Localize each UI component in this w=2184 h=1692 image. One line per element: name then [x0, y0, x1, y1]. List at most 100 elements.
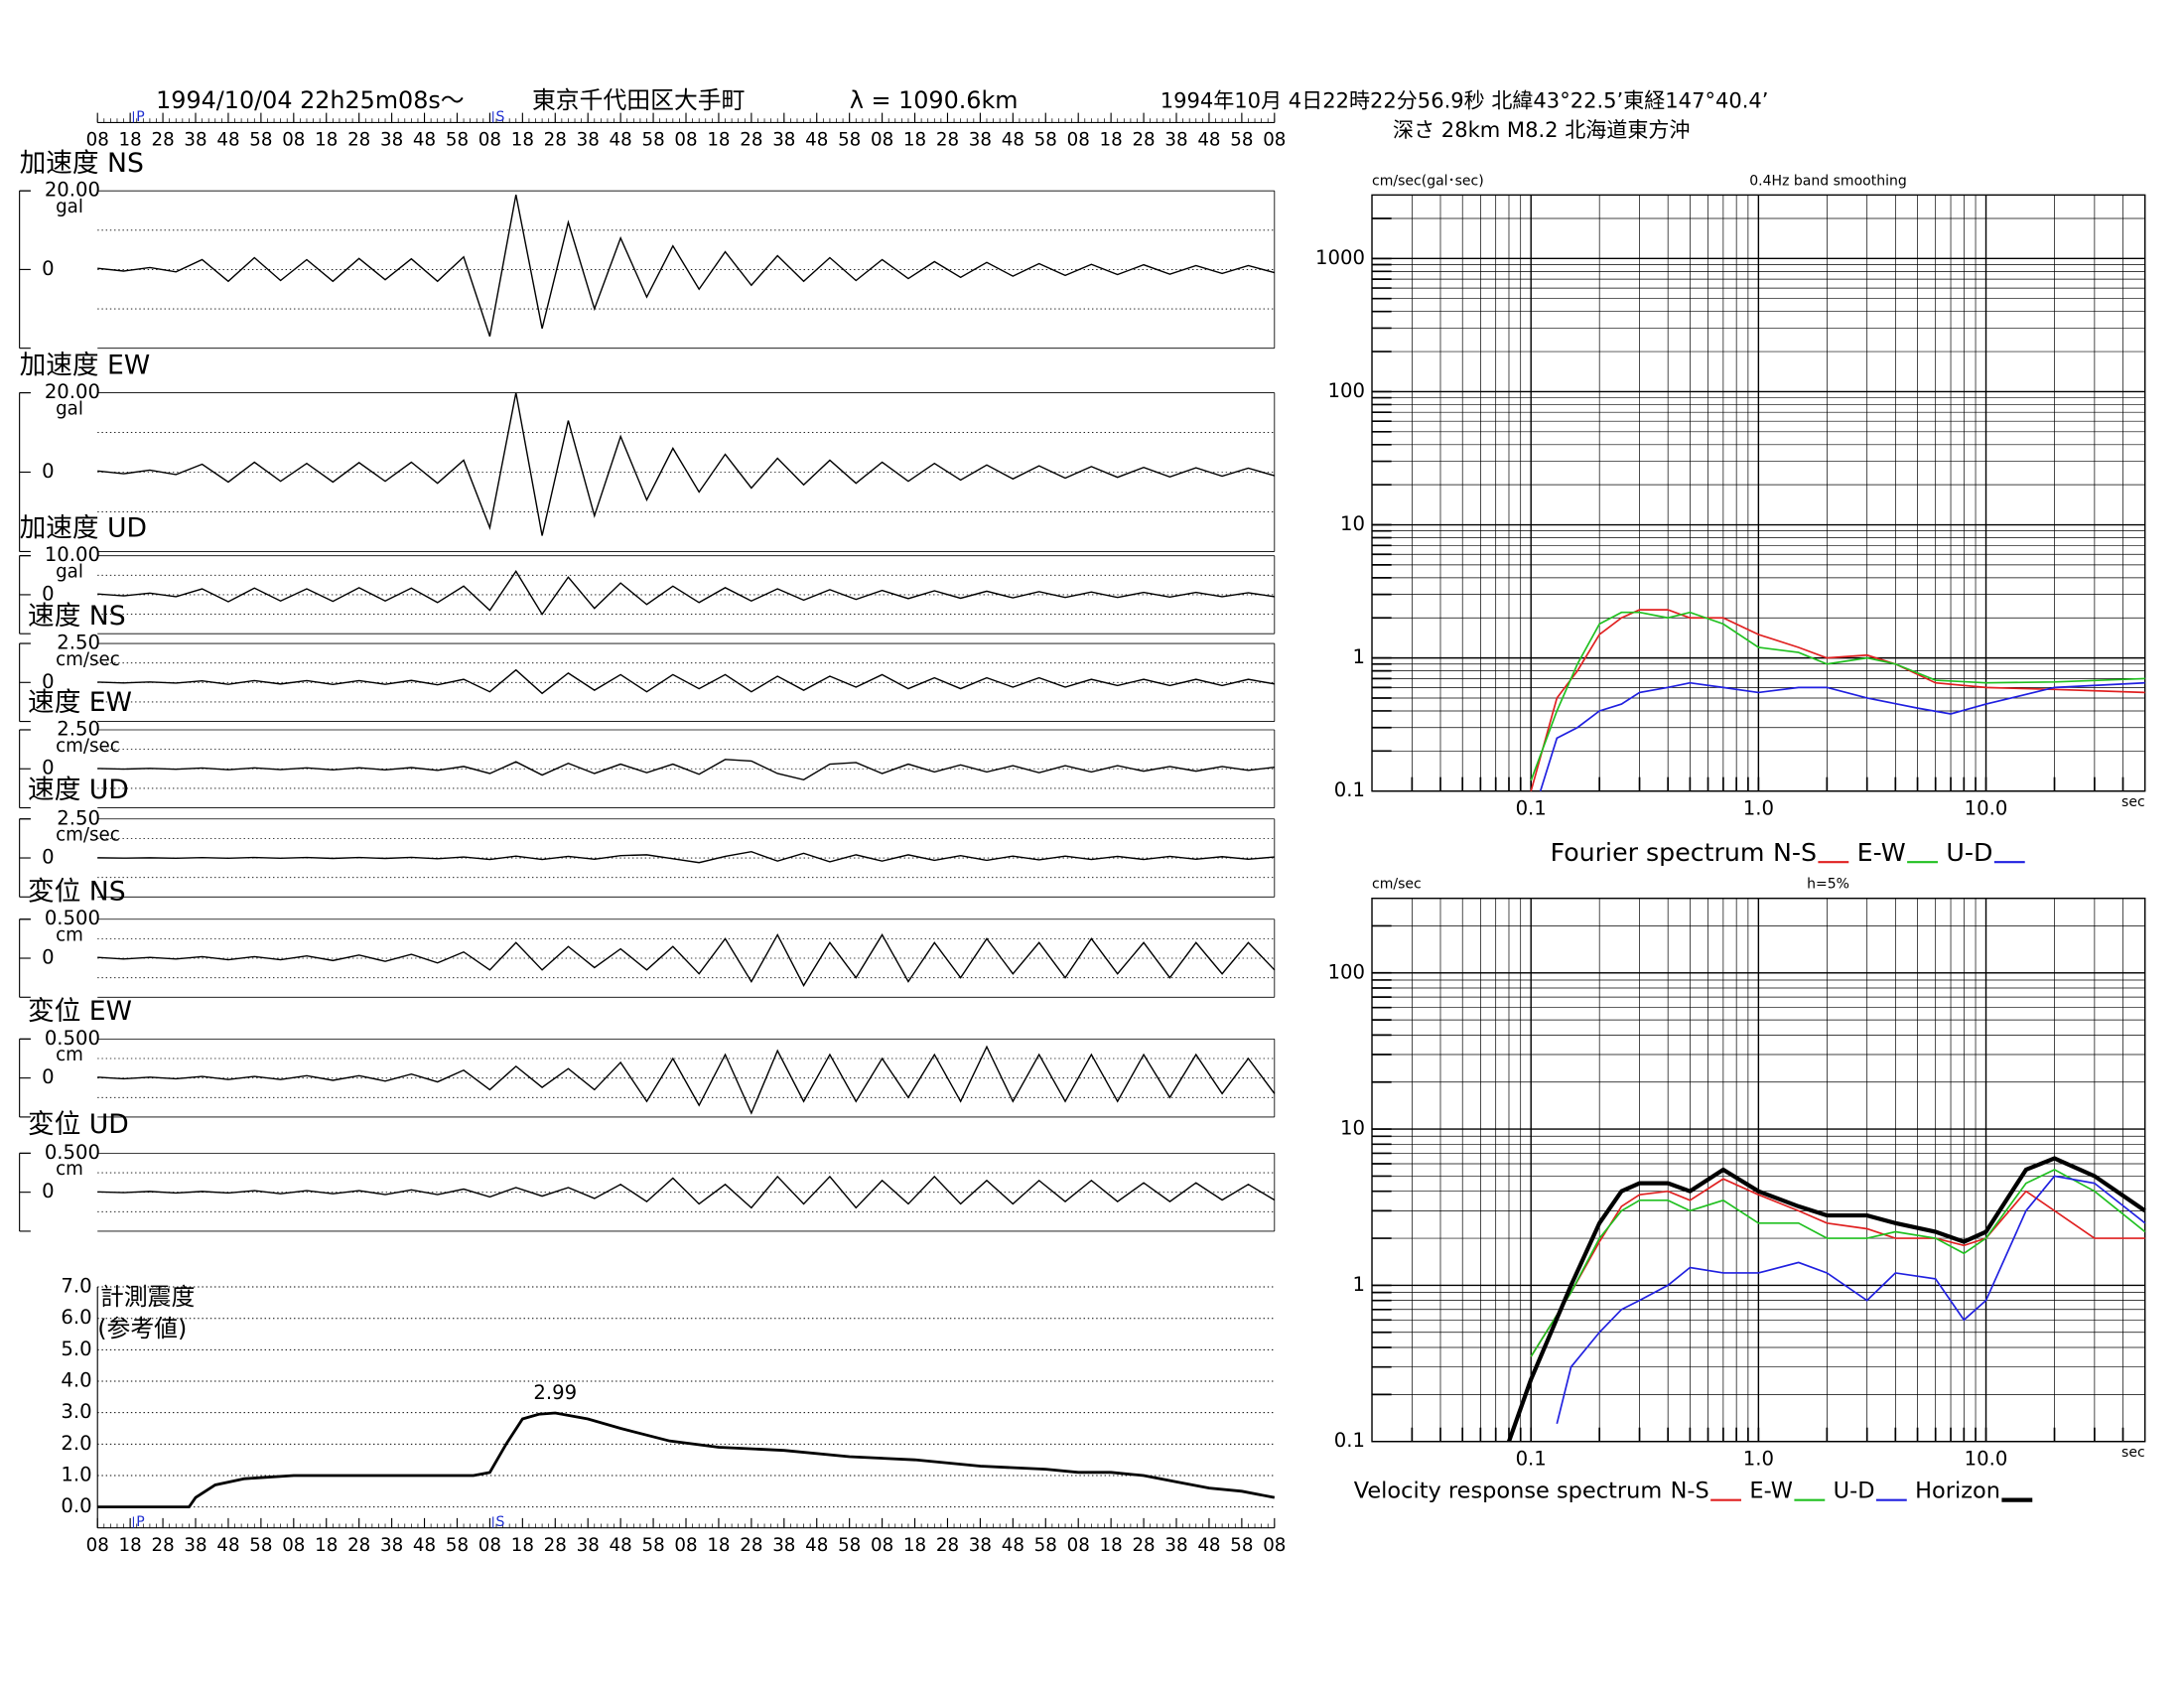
y-tick-label: 100: [1328, 379, 1365, 402]
time-tick-label: 28: [936, 130, 959, 151]
time-tick-label: 58: [838, 130, 861, 151]
time-tick-label: 38: [772, 130, 795, 151]
y-tick-label: 100: [1328, 960, 1365, 983]
panel-title: 変位 NS: [28, 877, 126, 908]
time-tick-label: 48: [216, 130, 239, 151]
y-tick-label: 6.0: [61, 1306, 91, 1329]
spectrum-line: [1530, 1168, 2146, 1357]
panel-title: 加速度 EW: [20, 350, 151, 380]
y-tick-label: 20.00: [45, 380, 100, 403]
time-tick-label: 08: [871, 130, 893, 151]
waveform-trace: [97, 668, 1275, 695]
time-tick-label: 28: [347, 1535, 370, 1556]
time-tick-label: 48: [1002, 1535, 1024, 1556]
unit-label: cm/sec: [56, 736, 120, 757]
time-tick-label: 28: [936, 1535, 959, 1556]
legend-label: N-S: [1773, 838, 1817, 867]
x-tick-label: 0.1: [1516, 796, 1547, 819]
spectrum-line: [1530, 609, 2145, 791]
time-tick-label: 08: [1067, 1535, 1090, 1556]
time-tick-label: 08: [478, 1535, 501, 1556]
time-tick-label: 38: [969, 130, 992, 151]
y-tick-label: 0: [42, 1180, 55, 1202]
y-tick-label: 20.00: [45, 179, 100, 202]
x-tick-label: 1.0: [1743, 1447, 1774, 1470]
time-tick-label: 28: [740, 130, 762, 151]
unit-label: cm: [56, 1045, 83, 1065]
legend-label: U-D: [1946, 838, 1992, 867]
time-tick-label: 48: [610, 1535, 632, 1556]
time-tick-label: 58: [249, 130, 272, 151]
time-tick-label: 18: [707, 1535, 730, 1556]
panel-subtitle: (参考値): [97, 1315, 187, 1342]
y-tick-label: 0.500: [45, 1141, 100, 1164]
time-tick-label: 28: [347, 130, 370, 151]
time-tick-label: 58: [446, 1535, 469, 1556]
time-tick-label: 48: [1002, 130, 1024, 151]
time-tick-label: 58: [1230, 1535, 1253, 1556]
time-tick-label: 08: [1263, 1535, 1286, 1556]
time-tick-label: 18: [315, 130, 338, 151]
panel-title: 変位 EW: [28, 996, 132, 1027]
spectrum-line: [1530, 1178, 2145, 1357]
y-tick-label: 4.0: [61, 1369, 91, 1392]
panel-title: 速度 NS: [28, 601, 126, 632]
panel-title: h=5%: [1807, 877, 1849, 893]
time-tick-label: 08: [282, 130, 305, 151]
legend-label: E-W: [1857, 838, 1906, 867]
time-tick-label: 18: [1100, 130, 1123, 151]
station: 東京千代田区大手町: [532, 86, 745, 114]
y-tick-label: 0: [42, 582, 55, 605]
y-tick-label: 0.500: [45, 907, 100, 929]
y-tick-label: 1.0: [61, 1463, 91, 1485]
time-tick-label: 38: [577, 1535, 600, 1556]
time-tick-label: 58: [641, 1535, 664, 1556]
time-tick-label: 58: [838, 1535, 861, 1556]
y-axis-label: cm/sec: [1372, 877, 1422, 893]
time-tick-label: 18: [1100, 1535, 1123, 1556]
time-tick-label: 58: [1034, 1535, 1057, 1556]
record-time: 1994/10/04 22h25m08s〜: [156, 86, 464, 114]
time-tick-label: 48: [216, 1535, 239, 1556]
unit-label: cm: [56, 1159, 83, 1180]
unit-label: gal: [56, 561, 83, 582]
origin: 1994年10月 4日22時22分56.9秒 北緯43°22.5’東経147°4…: [1160, 87, 1769, 112]
waveform-trace: [97, 932, 1276, 987]
time-tick-label: 18: [903, 1535, 926, 1556]
waveform-trace: [97, 1045, 1276, 1115]
time-tick-label: 38: [184, 130, 206, 151]
x-tick-label: 10.0: [1965, 796, 2008, 819]
time-tick-label: 38: [772, 1535, 795, 1556]
time-tick-label: 38: [380, 130, 403, 151]
time-tick-label: 28: [1132, 1535, 1155, 1556]
x-axis-label: sec: [2121, 1445, 2145, 1461]
panel-title: 速度 EW: [28, 687, 132, 718]
y-tick-label: 0: [42, 757, 55, 779]
time-tick-label: 28: [544, 130, 567, 151]
time-tick-label: 08: [478, 130, 501, 151]
waveform-trace: [97, 759, 1275, 781]
waveform-trace: [97, 194, 1275, 337]
y-tick-label: 2.0: [61, 1432, 91, 1455]
time-tick-label: 28: [544, 1535, 567, 1556]
y-tick-label: 0.0: [61, 1494, 91, 1517]
legend-label: U-D: [1834, 1479, 1875, 1504]
time-tick-label: 18: [119, 130, 142, 151]
y-tick-label: 0.1: [1334, 778, 1365, 801]
x-axis-label: sec: [2121, 794, 2145, 810]
time-tick-label: 18: [707, 130, 730, 151]
spectrum-line: [1507, 1156, 2146, 1443]
panel-title: 加速度 NS: [20, 148, 144, 179]
spectrum-line: [1539, 681, 2145, 791]
time-tick-label: 58: [249, 1535, 272, 1556]
y-tick-label: 0: [42, 946, 55, 969]
time-tick-label: 08: [282, 1535, 305, 1556]
y-tick-label: 5.0: [61, 1338, 91, 1360]
spectrum-line: [1530, 611, 2145, 781]
time-tick-label: 28: [151, 130, 174, 151]
time-tick-label: 58: [446, 130, 469, 151]
y-tick-label: 7.0: [61, 1275, 91, 1298]
waveform-trace: [97, 1175, 1276, 1209]
time-tick-label: 18: [315, 1535, 338, 1556]
panel-title: 速度 UD: [28, 775, 129, 805]
